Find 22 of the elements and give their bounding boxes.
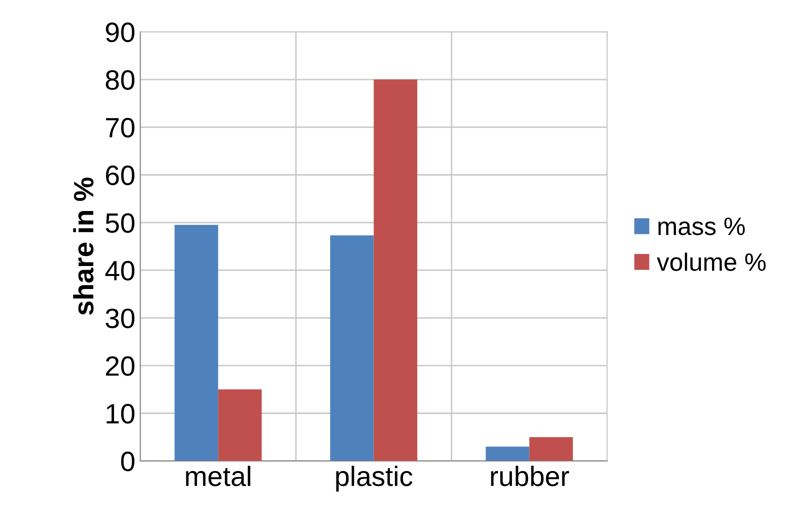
y-tick-label: 80	[106, 70, 134, 90]
y-tick-label: 0	[121, 452, 134, 472]
legend-label: volume %	[656, 252, 766, 271]
bar	[330, 235, 374, 461]
bar	[374, 80, 418, 461]
y-tick-label: 40	[105, 260, 134, 281]
x-tick-label: rubber	[491, 466, 570, 486]
bar	[529, 437, 573, 461]
y-tick-label: 60	[106, 166, 134, 186]
x-tick-label: metal	[186, 466, 250, 486]
bar	[174, 224, 218, 461]
y-axis-title: share in %	[73, 178, 94, 315]
bar	[486, 446, 530, 461]
bar	[218, 389, 262, 461]
y-tick-label: 20	[106, 356, 134, 376]
y-tick-label: 70	[106, 118, 134, 138]
y-tick-label: 90	[106, 22, 134, 42]
y-tick-label: 30	[106, 308, 134, 328]
legend-label: mass %	[658, 218, 745, 236]
x-tick-label: plastic	[336, 466, 412, 492]
y-tick-label: 50	[106, 213, 134, 233]
y-tick-label: 10	[106, 404, 134, 424]
